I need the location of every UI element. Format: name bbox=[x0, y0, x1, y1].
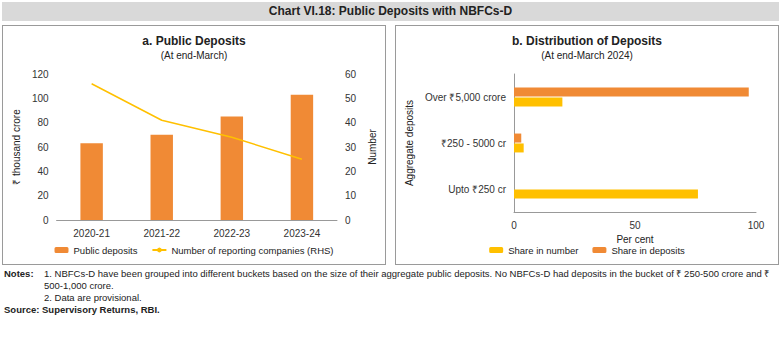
svg-text:10: 10 bbox=[345, 190, 357, 201]
svg-text:60: 60 bbox=[37, 142, 49, 153]
svg-text:40: 40 bbox=[37, 166, 49, 177]
svg-text:Upto ₹250 cr: Upto ₹250 cr bbox=[448, 184, 506, 195]
svg-text:60: 60 bbox=[345, 69, 357, 80]
svg-text:Share in number: Share in number bbox=[508, 245, 578, 256]
svg-text:a. Public Deposits: a. Public Deposits bbox=[142, 34, 246, 48]
html-text:Notes:: Notes: bbox=[4, 268, 34, 279]
html-text:1. NBFCs-D have been grouped i: 1. NBFCs-D have been grouped into differ… bbox=[44, 268, 770, 291]
svg-text:2020-21: 2020-21 bbox=[73, 228, 110, 239]
svg-text:b. Distribution of Deposits: b. Distribution of Deposits bbox=[512, 34, 662, 48]
svg-text:Aggregate deposits: Aggregate deposits bbox=[404, 100, 415, 186]
svg-text:Over ₹5,000 crore: Over ₹5,000 crore bbox=[425, 92, 506, 103]
svg-text:50: 50 bbox=[629, 220, 641, 231]
svg-text:0: 0 bbox=[43, 215, 49, 226]
svg-text:120: 120 bbox=[32, 69, 49, 80]
svg-text:Per cent: Per cent bbox=[616, 234, 654, 246]
svg-text:80: 80 bbox=[37, 117, 49, 128]
svg-text:Number: Number bbox=[367, 129, 378, 165]
svg-text:₹ thousand crore: ₹ thousand crore bbox=[11, 109, 22, 185]
svg-text:0: 0 bbox=[511, 220, 517, 231]
svg-text:20: 20 bbox=[345, 166, 357, 177]
svg-text:0: 0 bbox=[345, 215, 351, 226]
svg-text:50: 50 bbox=[345, 93, 357, 104]
svg-text:2021-22: 2021-22 bbox=[143, 228, 180, 239]
svg-text:2022-23: 2022-23 bbox=[213, 228, 250, 239]
svg-text:2023-24: 2023-24 bbox=[284, 228, 321, 239]
svg-text:(At end-March 2024): (At end-March 2024) bbox=[541, 50, 633, 61]
svg-text:Number of reporting companies: Number of reporting companies (RHS) bbox=[171, 245, 333, 256]
svg-text:30: 30 bbox=[345, 142, 357, 153]
svg-text:₹250 - 5000 cr: ₹250 - 5000 cr bbox=[441, 138, 507, 149]
html-text:2. Data are provisional.: 2. Data are provisional. bbox=[44, 292, 142, 303]
svg-text:40: 40 bbox=[345, 117, 357, 128]
svg-text:100: 100 bbox=[748, 220, 765, 231]
svg-text:Public deposits: Public deposits bbox=[74, 245, 138, 256]
svg-text:20: 20 bbox=[37, 190, 49, 201]
html-text:Chart VI.18: Public Deposits w: Chart VI.18: Public Deposits with NBFCs-… bbox=[268, 4, 513, 18]
html-text:Source: Supervisory Returns, R: Source: Supervisory Returns, RBI. bbox=[4, 304, 160, 315]
svg-text:(At end-March): (At end-March) bbox=[161, 50, 228, 61]
svg-text:100: 100 bbox=[32, 93, 49, 104]
svg-text:Share in deposits: Share in deposits bbox=[611, 245, 685, 256]
